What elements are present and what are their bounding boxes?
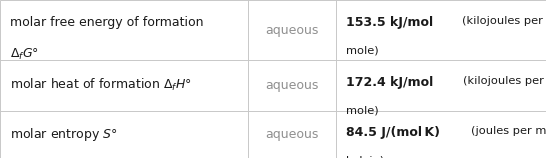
Text: kelvin): kelvin): [346, 156, 384, 158]
Text: (kilojoules per: (kilojoules per: [462, 16, 543, 26]
Text: molar entropy $S°$: molar entropy $S°$: [10, 126, 117, 143]
Text: 84.5 J/(mol K): 84.5 J/(mol K): [346, 126, 440, 139]
Text: mole): mole): [346, 105, 378, 115]
Text: molar heat of formation $\Delta_f H°$: molar heat of formation $\Delta_f H°$: [10, 77, 192, 93]
Text: aqueous: aqueous: [265, 128, 319, 141]
Text: (joules per mole: (joules per mole: [471, 126, 546, 136]
Text: mole): mole): [346, 45, 378, 55]
Text: aqueous: aqueous: [265, 24, 319, 36]
Text: $\Delta_f G°$: $\Delta_f G°$: [10, 47, 39, 62]
Text: aqueous: aqueous: [265, 79, 319, 92]
Text: 172.4 kJ/mol: 172.4 kJ/mol: [346, 76, 433, 89]
Text: molar free energy of formation: molar free energy of formation: [10, 16, 203, 29]
Text: (kilojoules per: (kilojoules per: [462, 76, 543, 86]
Text: 153.5 kJ/mol: 153.5 kJ/mol: [346, 16, 433, 29]
